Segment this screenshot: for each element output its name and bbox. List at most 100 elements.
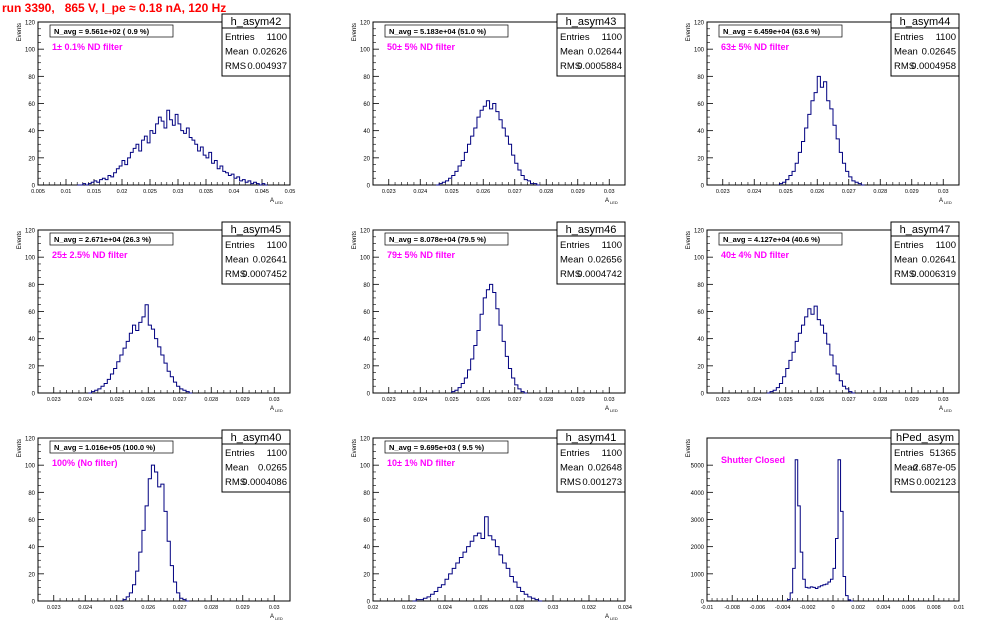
histogram-name: h_asym43: [566, 16, 617, 28]
y-tick-label: 20: [363, 156, 370, 162]
n-avg-text: N_avg = 9.561e+02 ( 0.9 %): [54, 27, 150, 36]
stats-label: Entries: [225, 240, 255, 251]
y-tick-label: 120: [25, 21, 36, 27]
y-tick-label: 20: [28, 572, 35, 578]
stats-value: 0.02648: [588, 463, 622, 474]
filter-label: 79± 5% ND filter: [387, 250, 455, 260]
x-tick-label: -0.002: [800, 605, 816, 611]
x-tick-label: 0.027: [173, 397, 187, 403]
y-tick-label: 60: [28, 310, 35, 316]
x-tick-label: 0.002: [851, 605, 865, 611]
stats-value: 0.02644: [588, 47, 622, 58]
y-tick-label: 120: [694, 21, 705, 27]
histogram-panel: 0 20 40 60 80 100 120 0.023 0.024 0.025 0.026 0.027…: [17, 429, 291, 621]
y-tick-label: 60: [363, 518, 370, 524]
y-tick-label: 80: [28, 283, 35, 289]
stats-box: [556, 429, 626, 493]
x-tick-label: 0.024: [78, 605, 92, 611]
filter-label: 1± 0.1% ND filter: [52, 42, 123, 52]
x-tick-label: 0.03: [938, 397, 949, 403]
n-avg-text: N_avg = 6.459e+04 (63.6 %): [723, 27, 821, 36]
histogram-panel: 0 20 40 60 80 100 120 0.023 0.024 0.025 0.026 0.027…: [686, 221, 960, 413]
x-tick-label: 0.01: [954, 605, 965, 611]
stats-value: 0.0265: [258, 463, 287, 474]
x-axis-label: ALED: [939, 198, 952, 205]
x-tick-label: 0.024: [413, 397, 427, 403]
x-axis-label: ALED: [270, 198, 283, 205]
y-tick-label: 40: [28, 545, 35, 551]
y-tick-label: 60: [28, 102, 35, 108]
x-tick-label: 0.025: [143, 189, 157, 195]
stats-label: Mean: [225, 463, 249, 474]
x-tick-label: 0.029: [905, 189, 919, 195]
stats-label: RMS: [225, 477, 246, 488]
y-tick-label: 0: [32, 392, 36, 398]
y-tick-label: 4000: [691, 491, 705, 497]
x-tick-label: 0.025: [110, 605, 124, 611]
y-tick-label: 20: [697, 156, 704, 162]
n-avg-text: N_avg = 2.671e+04 (26.3 %): [54, 235, 152, 244]
filter-label: 25± 2.5% ND filter: [52, 250, 128, 260]
stats-box: [221, 429, 291, 493]
histogram-name: h_asym46: [566, 224, 617, 236]
x-tick-label: 0.015: [87, 189, 101, 195]
x-tick-label: 0.027: [842, 397, 856, 403]
y-tick-label: 80: [697, 283, 704, 289]
histogram-line: [766, 305, 856, 394]
y-tick-label: 0: [701, 184, 705, 190]
stats-value: 0.0005884: [577, 61, 622, 72]
y-tick-label: 80: [697, 75, 704, 81]
y-tick-label: 0: [701, 392, 705, 398]
x-tick-label: 0.004: [877, 605, 891, 611]
y-tick-label: 120: [25, 437, 36, 443]
histogram-name: h_asym42: [231, 16, 282, 28]
x-tick-label: 0.025: [445, 397, 459, 403]
x-tick-label: 0.03: [938, 189, 949, 195]
n-avg-box: [384, 440, 509, 454]
y-tick-label: 0: [32, 184, 36, 190]
filter-label: 63± 5% ND filter: [721, 42, 789, 52]
y-tick-label: 60: [363, 310, 370, 316]
y-tick-label: 20: [363, 572, 370, 578]
x-tick-label: 0.028: [510, 605, 524, 611]
y-tick-label: 100: [25, 464, 36, 470]
stats-value: 0.002123: [916, 477, 956, 488]
y-axis-label: Events: [352, 439, 358, 457]
x-tick-label: -0.004: [775, 605, 791, 611]
histogram-line: [778, 75, 865, 186]
stats-value: 1100: [936, 240, 956, 251]
y-tick-label: 0: [367, 600, 371, 606]
x-tick-label: 0.023: [716, 189, 730, 195]
x-tick-label: 0.025: [445, 189, 459, 195]
stats-value: 0.0004086: [242, 477, 287, 488]
y-tick-label: 0: [32, 600, 36, 606]
y-tick-label: 100: [25, 48, 36, 54]
stats-label: RMS: [560, 61, 581, 72]
stats-label: Entries: [560, 240, 590, 251]
x-tick-label: 0.022: [402, 605, 416, 611]
stats-label: Mean: [894, 463, 918, 474]
stats-value: 0.02641: [922, 255, 956, 266]
n-avg-box: [718, 24, 843, 38]
x-tick-label: 0.027: [173, 605, 187, 611]
y-tick-label: 5000: [691, 464, 705, 470]
x-tick-label: 0.028: [873, 397, 887, 403]
y-tick-label: 40: [697, 337, 704, 343]
y-tick-label: 40: [697, 129, 704, 135]
x-tick-label: 0.035: [199, 189, 213, 195]
x-axis-label-subscript: LED: [944, 200, 952, 205]
stats-box: [890, 429, 960, 493]
stats-value: 1100: [267, 32, 287, 43]
y-tick-label: 100: [25, 256, 36, 262]
stats-label: Mean: [225, 47, 249, 58]
x-tick-label: 0.028: [204, 605, 218, 611]
x-tick-label: 0.045: [255, 189, 269, 195]
y-tick-label: 20: [28, 364, 35, 370]
stats-label: Mean: [894, 255, 918, 266]
stats-label: RMS: [894, 61, 915, 72]
y-tick-label: 100: [360, 256, 371, 262]
stats-value: 0.001273: [582, 477, 622, 488]
x-tick-label: 0.024: [747, 397, 761, 403]
x-tick-label: 0.03: [173, 189, 184, 195]
y-axis-label: Events: [686, 23, 692, 41]
